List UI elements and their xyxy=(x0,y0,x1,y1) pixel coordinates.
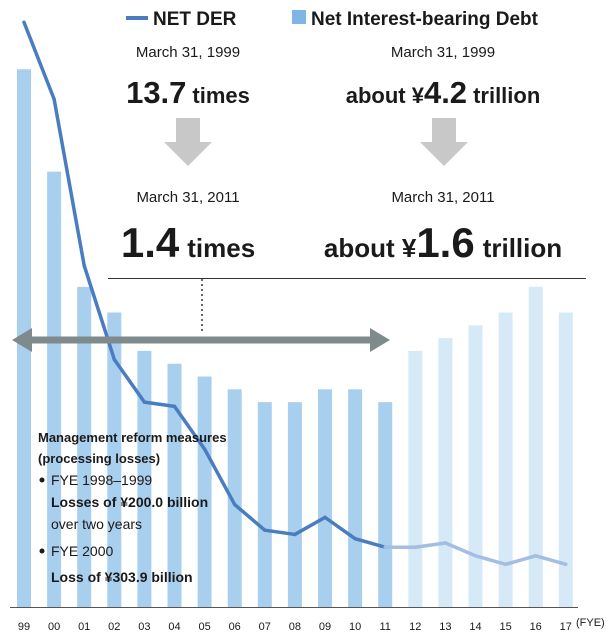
bar xyxy=(438,338,453,607)
note: Loss of ¥303.9 billion xyxy=(51,569,193,585)
bar xyxy=(468,325,483,607)
period-arrow xyxy=(12,328,390,352)
callout-value: about ¥1.6 trillion xyxy=(324,219,562,266)
value: 4.2 xyxy=(424,75,467,110)
x-tick-label: 04 xyxy=(168,621,180,633)
x-tick-label: 12 xyxy=(409,621,421,633)
line-segment xyxy=(202,447,237,507)
x-tick-label: 17 xyxy=(560,621,572,633)
bar xyxy=(558,312,573,607)
x-tick-label: 16 xyxy=(530,621,542,633)
x-tick-label: 09 xyxy=(319,621,331,633)
note: FYE 1998–1999 xyxy=(51,472,152,488)
unit: times xyxy=(187,233,255,263)
callout-date: March 31, 2011 xyxy=(391,189,494,206)
x-tick-label: 07 xyxy=(259,621,271,633)
line-segment xyxy=(232,502,267,532)
value: 13.7 xyxy=(126,75,186,110)
callout-value: about ¥4.2 trillion xyxy=(346,75,541,110)
x-tick-label: 00 xyxy=(48,621,60,633)
bar xyxy=(257,402,272,607)
unit: trillion xyxy=(473,83,540,108)
bar xyxy=(107,312,122,607)
line-segment xyxy=(323,515,357,541)
note: FYE 2000 xyxy=(51,543,113,559)
line-segment xyxy=(503,554,538,567)
value: 1.6 xyxy=(416,219,474,266)
bar xyxy=(77,286,92,607)
line-segment xyxy=(142,400,177,409)
bar xyxy=(408,350,423,607)
x-tick-label: 05 xyxy=(198,621,210,633)
x-tick-label: 13 xyxy=(439,621,451,633)
x-tick-label: 08 xyxy=(289,621,301,633)
callout-value: 13.7 times xyxy=(126,75,250,110)
line-segment xyxy=(172,404,207,451)
legend-swatch xyxy=(292,10,306,24)
bar xyxy=(197,376,212,607)
line-segment xyxy=(293,515,327,537)
note: (processing losses) xyxy=(38,451,160,466)
bar xyxy=(318,389,332,607)
bullet xyxy=(39,477,45,483)
callout-date: March 31, 1999 xyxy=(391,44,495,61)
x-tick-label: 01 xyxy=(78,621,90,633)
bar xyxy=(227,389,242,607)
bullet xyxy=(39,548,45,554)
bar xyxy=(137,350,152,607)
x-tick-label: 14 xyxy=(469,621,481,633)
line-segment xyxy=(263,528,297,537)
x-tick-label: 10 xyxy=(349,621,361,633)
line-segment xyxy=(52,97,86,268)
bar xyxy=(378,402,393,607)
bar xyxy=(348,389,363,607)
line-segment xyxy=(353,536,387,549)
line-segment xyxy=(443,541,478,558)
down-arrow xyxy=(420,118,468,166)
callout-date: March 31, 2011 xyxy=(136,189,239,206)
bar xyxy=(498,312,513,607)
legend-label: Net Interest-bearing Debt xyxy=(311,9,539,30)
line-segment xyxy=(22,20,56,101)
bar xyxy=(287,402,302,607)
line-segment xyxy=(533,554,568,567)
x-axis-label: (FYE) xyxy=(576,617,605,629)
bar xyxy=(528,286,543,607)
x-tick-label: 99 xyxy=(18,621,30,633)
plot xyxy=(17,20,573,608)
unit: times xyxy=(192,83,249,108)
note: Management reform measures xyxy=(38,430,227,445)
x-tick-label: 03 xyxy=(138,621,150,633)
prefix: about ¥ xyxy=(346,83,425,108)
legend-label: NET DER xyxy=(153,9,237,30)
prefix: about ¥ xyxy=(324,233,417,263)
line-segment xyxy=(413,541,448,549)
x-tick-label: 15 xyxy=(499,621,511,633)
callout-date: March 31, 1999 xyxy=(136,44,240,61)
bar xyxy=(167,363,182,607)
down-arrow xyxy=(164,118,212,166)
x-tick-label: 02 xyxy=(108,621,120,633)
line-segment xyxy=(82,263,117,362)
x-tick-label: 06 xyxy=(229,621,241,633)
bar xyxy=(47,171,62,608)
line-segment xyxy=(473,554,508,567)
note: over two years xyxy=(51,516,142,532)
x-tick-label: 11 xyxy=(379,621,390,633)
unit: trillion xyxy=(483,233,562,263)
line-segment xyxy=(112,357,147,404)
note: Losses of ¥200.0 billion xyxy=(51,494,208,510)
callout-value: 1.4 times xyxy=(121,219,255,266)
value: 1.4 xyxy=(121,219,180,266)
